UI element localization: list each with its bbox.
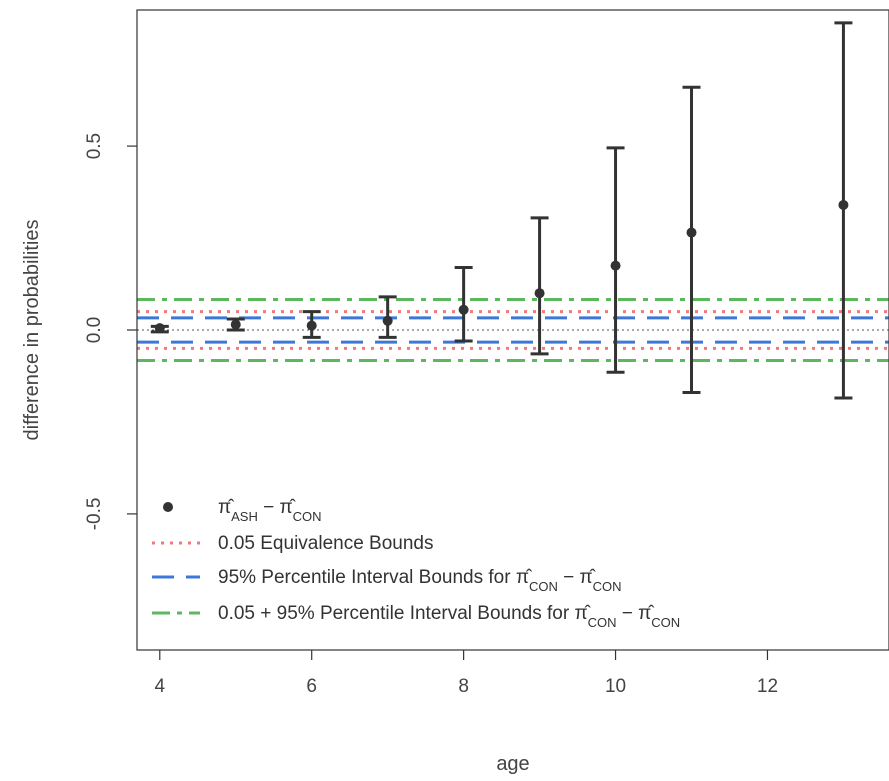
y-axis-title: difference in probabilities (21, 220, 43, 441)
point-marker (230, 319, 241, 330)
data-point-age-11 (682, 85, 701, 395)
legend-subscript: CON (593, 579, 622, 594)
legend-subscript: ASH (231, 509, 258, 524)
legend-text-part: π̂ (580, 567, 597, 588)
point-marker (610, 260, 621, 271)
legend-item-equivalence: 0.05 Equivalence Bounds (152, 533, 434, 554)
legend-point-symbol (163, 502, 173, 512)
point-marker (458, 304, 469, 315)
y-tick-label-0.5: 0.5 (84, 133, 105, 159)
data-point-age-10 (606, 146, 625, 374)
x-tick-label-8: 8 (458, 676, 469, 697)
data-point-age-9 (530, 216, 549, 356)
point-marker (154, 323, 165, 334)
legend-subscript: CON (588, 615, 617, 630)
y-tick-label-0: 0.0 (84, 317, 105, 343)
x-tick-label-10: 10 (605, 676, 626, 697)
point-marker (686, 227, 697, 238)
legend-text-part: π̂ (638, 603, 655, 624)
data-point-age-7 (378, 295, 397, 339)
legend-subscript: CON (529, 579, 558, 594)
x-tick-label-12: 12 (757, 676, 778, 697)
legend-item-combined: 0.05 + 95% Percentile Interval Bounds fo… (152, 603, 680, 630)
legend-label-equivalence: 0.05 Equivalence Bounds (218, 533, 434, 554)
legend-text-part: − (258, 497, 280, 518)
data-point-age-13 (834, 21, 853, 400)
legend-subscript: CON (651, 615, 680, 630)
axes: 4 6 8 10 12 -0.5 0.0 0.5 (84, 133, 778, 697)
bound-lines (137, 297, 889, 363)
legend-text-part: − (558, 567, 580, 588)
x-axis-title: age (496, 753, 529, 775)
x-tick-label-4: 4 (154, 676, 165, 697)
point-marker (838, 199, 849, 210)
legend-label-point: π̂ASH − π̂CON (218, 497, 322, 524)
legend-text-part: π̂ (574, 603, 591, 624)
point-marker (306, 320, 317, 331)
point-marker (534, 288, 545, 299)
legend-text-part: − (616, 603, 638, 624)
legend-item-percentile: 95% Percentile Interval Bounds for π̂CON… (152, 567, 622, 594)
data-point-age-5 (226, 317, 245, 332)
x-tick-label-6: 6 (306, 676, 317, 697)
data-point-age-6 (302, 310, 321, 339)
point-marker (382, 315, 393, 326)
legend-text-part: 95% Percentile Interval Bounds for (218, 567, 516, 588)
legend-text-part: 0.05 + 95% Percentile Interval Bounds fo… (218, 603, 574, 624)
legend-subscript: CON (293, 509, 322, 524)
y-tick-label--0.5: -0.5 (84, 498, 105, 531)
data-point-age-4 (150, 323, 169, 334)
data-point-age-8 (454, 265, 473, 343)
legend-text-part: π̂ (218, 497, 235, 518)
legend-text-part: π̂ (516, 567, 533, 588)
legend-label-percentile: 95% Percentile Interval Bounds for π̂CON… (218, 567, 622, 594)
legend-text-part: π̂ (280, 497, 297, 518)
legend-item-point: π̂ASH − π̂CON (163, 497, 322, 524)
data-points (150, 21, 853, 400)
legend-label-combined: 0.05 + 95% Percentile Interval Bounds fo… (218, 603, 680, 630)
